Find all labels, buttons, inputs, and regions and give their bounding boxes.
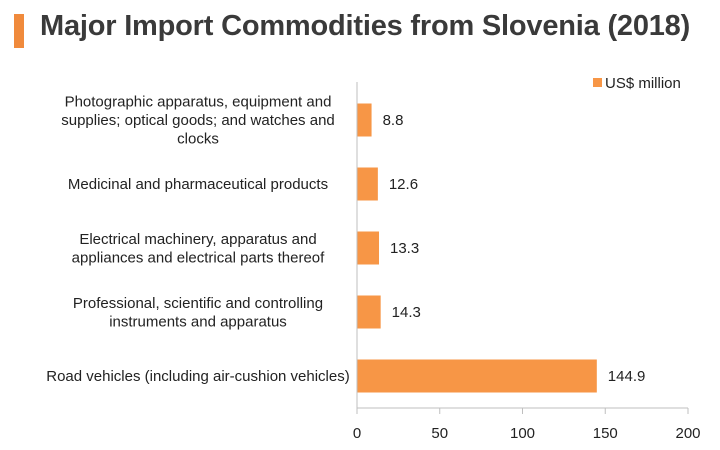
- legend-label: US$ million: [605, 75, 681, 92]
- value-label-2: 13.3: [390, 240, 419, 257]
- x-tick-label-4: 200: [675, 425, 700, 442]
- x-tick-label-1: 50: [431, 425, 448, 442]
- x-tick-label-2: 100: [510, 425, 535, 442]
- legend-swatch: [593, 78, 602, 87]
- value-label-0: 8.8: [383, 112, 404, 129]
- category-label-0-line-2: clocks: [177, 131, 219, 148]
- category-label-0-line-1: supplies; optical goods; and watches and: [61, 112, 335, 129]
- category-label-4-line-0: Road vehicles (including air-cushion veh…: [46, 368, 349, 385]
- bar-4: [357, 359, 597, 393]
- bar-1: [357, 167, 378, 201]
- value-label-3: 14.3: [392, 304, 421, 321]
- category-label-1-line-0: Medicinal and pharmaceutical products: [68, 176, 328, 193]
- value-label-1: 12.6: [389, 176, 418, 193]
- category-label-2-line-0: Electrical machinery, apparatus and: [79, 231, 316, 248]
- bar-2: [357, 231, 380, 265]
- x-tick-label-3: 150: [593, 425, 618, 442]
- title-accent-bar: [14, 14, 24, 48]
- category-label-2-line-1: appliances and electrical parts thereof: [72, 249, 325, 266]
- value-label-4: 144.9: [608, 368, 646, 385]
- category-label-3-line-1: instruments and apparatus: [109, 313, 287, 330]
- bar-3: [357, 295, 381, 329]
- category-label-0-line-0: Photographic apparatus, equipment and: [65, 94, 332, 111]
- category-label-3-line-0: Professional, scientific and controlling: [73, 295, 323, 312]
- chart-title: Major Import Commodities from Slovenia (…: [40, 10, 691, 42]
- bar-0: [357, 103, 372, 137]
- x-tick-label-0: 0: [353, 425, 361, 442]
